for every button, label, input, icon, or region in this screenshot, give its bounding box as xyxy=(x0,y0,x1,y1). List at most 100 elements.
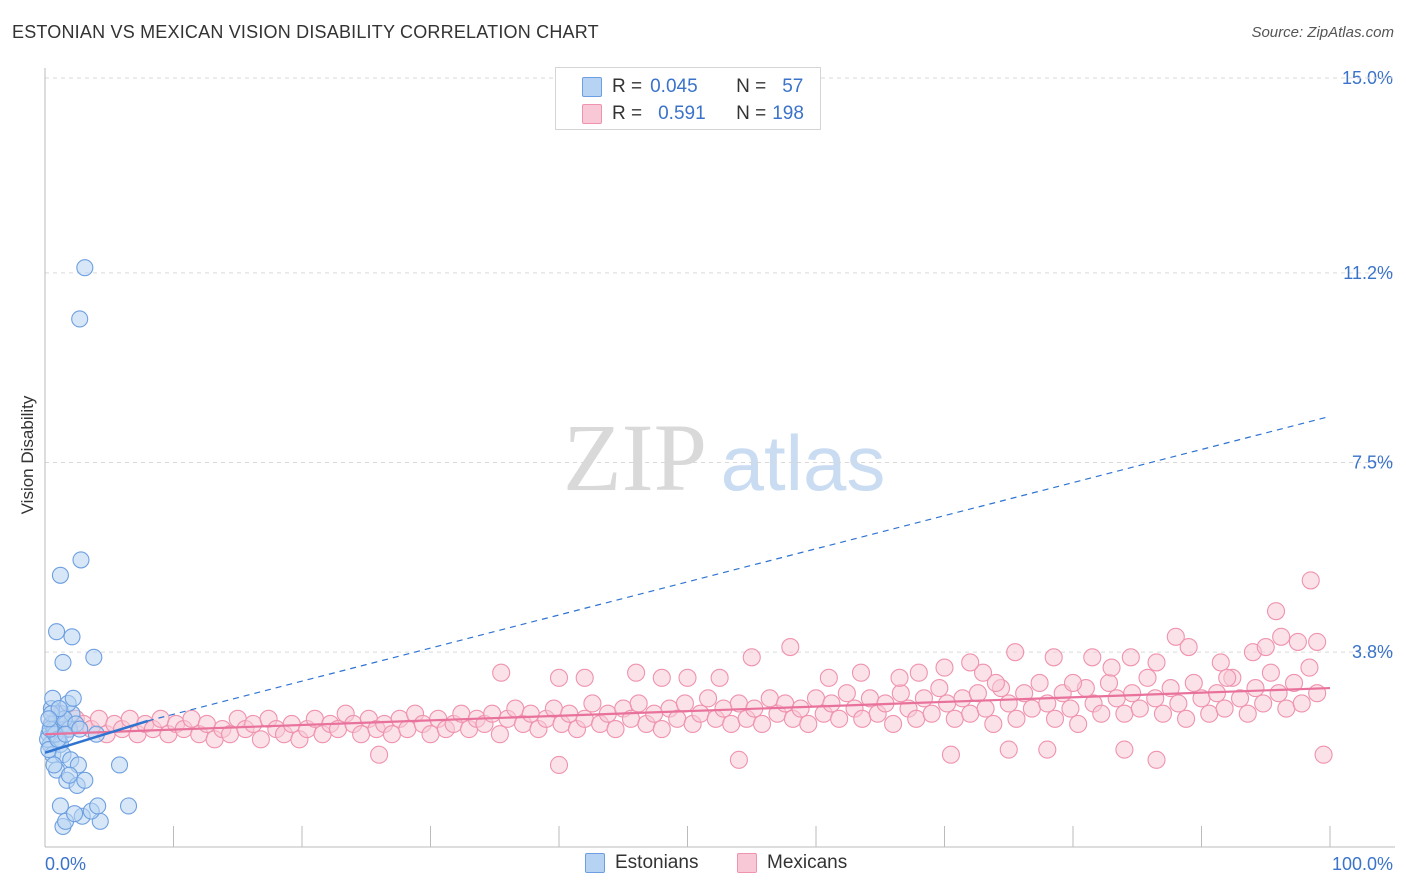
mexican-point xyxy=(583,694,602,713)
mexican-point xyxy=(1256,638,1275,657)
mexican-point xyxy=(370,745,389,764)
mexican-point xyxy=(1083,648,1102,667)
mexican-point xyxy=(822,694,841,713)
mexican-point xyxy=(382,725,402,744)
mexican-point xyxy=(961,704,980,723)
mexican-point xyxy=(1038,740,1057,759)
legend-n-value: 198 xyxy=(772,103,804,124)
legend-r-value: 0.045 xyxy=(650,76,698,97)
estonian-point xyxy=(76,259,94,277)
mexican-point xyxy=(1138,668,1157,687)
watermark-zip: ZIP xyxy=(563,404,707,511)
estonian-point xyxy=(51,797,69,815)
mexicans-swatch xyxy=(737,853,757,873)
legend-r-label: R = xyxy=(612,76,643,97)
mexican-point xyxy=(652,668,671,687)
mexican-point xyxy=(999,694,1018,713)
estonian-point xyxy=(71,720,89,738)
legend-item-estonians: Estonians xyxy=(585,852,698,874)
mexican-point xyxy=(914,689,933,708)
mexican-point xyxy=(398,720,417,739)
estonian-point xyxy=(89,797,107,815)
mexican-point xyxy=(521,704,540,723)
mexican-trend-line xyxy=(44,686,1331,736)
mexican-point xyxy=(1130,699,1149,718)
mexican-point xyxy=(941,745,960,764)
estonian-point xyxy=(40,710,58,728)
mexican-point xyxy=(853,709,872,728)
mexican-point xyxy=(1063,673,1083,692)
mexican-point xyxy=(907,709,926,728)
mexican-point xyxy=(1147,750,1166,769)
mexican-point xyxy=(819,668,838,687)
mexican-point xyxy=(945,709,964,728)
legend-r-label: R = xyxy=(612,103,643,124)
estonian-point xyxy=(54,653,72,671)
mexican-point xyxy=(549,668,569,687)
estonian-point xyxy=(119,797,138,815)
mexican-point xyxy=(884,714,903,734)
correlation-legend: R = 0.045 N = 57 R = 0.591 N = 198 xyxy=(555,67,821,130)
x-tick-label: 0.0% xyxy=(45,854,86,874)
mexican-point xyxy=(575,709,594,728)
chart-title: ESTONIAN VS MEXICAN VISION DISABILITY CO… xyxy=(12,22,599,42)
legend-row-mexicans: R = 0.591 N = 198 xyxy=(556,100,804,128)
mexican-point xyxy=(890,668,909,687)
estonian-point xyxy=(63,628,81,646)
y-tick-label: 11.2% xyxy=(1343,263,1393,283)
mexican-point xyxy=(1261,663,1280,682)
x-tick-label: 100.0% xyxy=(1332,854,1393,874)
mexican-point xyxy=(575,668,594,687)
mexican-point xyxy=(799,714,818,734)
mexicans-swatch xyxy=(582,104,602,124)
mexican-point xyxy=(1030,673,1049,692)
mexican-point xyxy=(560,704,579,723)
mexican-point xyxy=(1211,653,1230,672)
mexican-point xyxy=(1153,704,1172,723)
mexican-point xyxy=(1069,714,1088,734)
mexican-point xyxy=(1179,638,1198,657)
mexican-point xyxy=(151,709,170,728)
mexican-point xyxy=(1231,689,1250,708)
mexican-point xyxy=(984,714,1003,734)
mexican-point xyxy=(976,699,995,718)
mexican-point xyxy=(742,648,761,667)
mexican-point xyxy=(1061,699,1080,718)
mexican-point xyxy=(935,658,954,677)
legend-label-estonians: Estonians xyxy=(615,852,699,873)
mexican-point xyxy=(776,694,795,713)
legend-n-label: N = xyxy=(736,76,767,97)
mexican-point xyxy=(627,663,646,682)
mexican-point xyxy=(1200,704,1219,723)
estonians-swatch xyxy=(582,77,602,97)
mexican-point xyxy=(837,684,856,703)
mexican-point xyxy=(490,725,509,744)
mexican-point xyxy=(830,709,849,728)
mexican-point xyxy=(1284,673,1304,692)
mexican-point xyxy=(1147,653,1166,672)
mexican-point xyxy=(1169,694,1188,713)
mexican-point xyxy=(710,668,729,687)
mexican-point xyxy=(1292,694,1311,713)
mexican-point xyxy=(1300,658,1319,677)
estonian-point xyxy=(48,623,66,641)
mexican-point xyxy=(352,725,371,744)
estonian-point xyxy=(60,766,78,784)
mexican-point xyxy=(1006,643,1025,662)
mexican-point xyxy=(1123,684,1142,703)
mexican-point xyxy=(1121,648,1140,667)
mexican-point xyxy=(1166,627,1185,646)
mexican-point xyxy=(1115,704,1134,723)
mexican-point xyxy=(791,699,810,718)
mexican-point xyxy=(1107,689,1126,708)
mexican-point xyxy=(1238,704,1257,723)
mexican-point xyxy=(1022,699,1041,718)
y-tick-label: 7.5% xyxy=(1352,453,1393,473)
legend-label-mexicans: Mexicans xyxy=(767,852,848,873)
series-legend: Estonians Mexicans xyxy=(0,852,1406,878)
mexican-point xyxy=(1099,673,1119,692)
mexican-point xyxy=(961,653,980,672)
mexican-point xyxy=(251,730,270,749)
y-tick-label: 3.8% xyxy=(1352,642,1393,662)
